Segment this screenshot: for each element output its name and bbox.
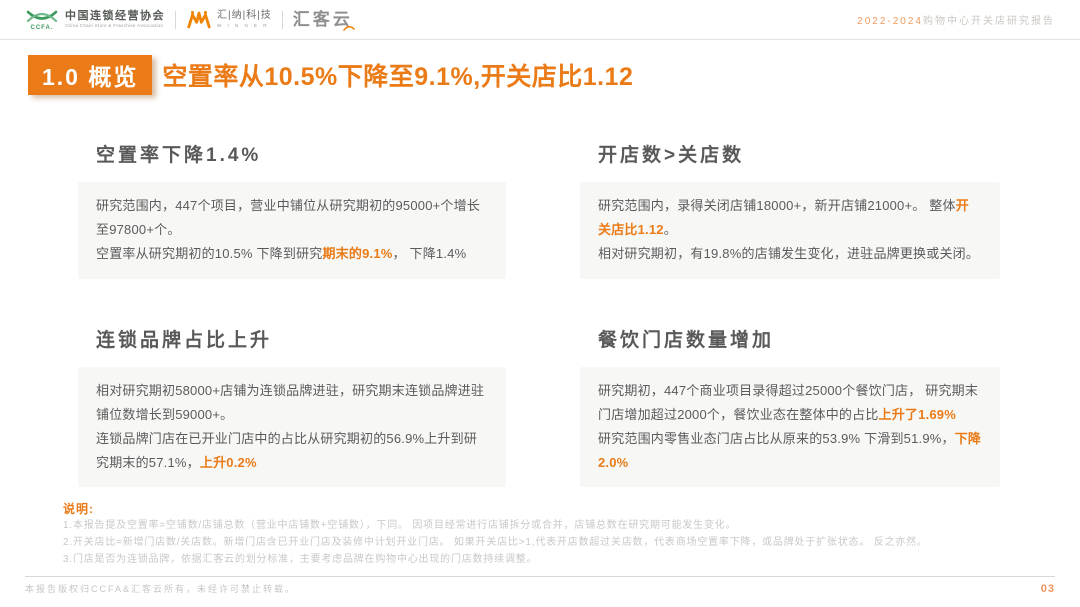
copyright-text: 本报告版权归CCFA&汇客云所有，未经许可禁止转载。 — [25, 584, 297, 594]
section-heading-food-stores: 餐饮门店数量增加 — [598, 330, 775, 351]
paragraph: 研究期初，447个商业项目录得超过25000个餐饮门店， 研究期末门店增加超过2… — [598, 383, 979, 422]
paragraph: 连锁品牌门店在已开业门店中的占比从研究期初的56.9%上升到研究期末的57.1%… — [96, 431, 478, 470]
winner-name-en: W I N N E R — [217, 22, 269, 28]
huikeyun-name: 汇客云 — [292, 10, 353, 29]
ccfa-name-en: China Chain Store & Franchise Associatio… — [65, 23, 164, 29]
page-number: 03 — [1040, 582, 1055, 595]
section-number-badge: 1.0 概览 — [28, 55, 153, 95]
notes-block: 说明: 1.本报告提及空置率=空铺数/店铺总数（营业中店铺数+空铺数），下同。 … — [63, 501, 1080, 568]
ccfa-name: 中国连锁经营协会 China Chain Store & Franchise A… — [65, 10, 165, 29]
section-vacancy-rate: 空置率下降1.4% 研究范围内，447个项目，营业中铺位从研究期初的95000+… — [78, 143, 506, 279]
section-chain-brand: 连锁品牌占比上升 相对研究期初58000+店铺为连锁品牌进驻，研究期末连锁品牌进… — [78, 328, 506, 487]
notes-label: 说明: — [63, 502, 94, 516]
note-line: 3.门店是否为连锁品牌，依据汇客云的划分标准，主要考虑品牌在购物中心出现的门店数… — [63, 554, 538, 565]
ccfa-name-cn: 中国连锁经营协会 — [65, 10, 165, 23]
section-title-row: 1.0 概览 空置率从10.5%下降至9.1%,开关店比1.12 — [28, 55, 1080, 95]
paragraph: 相对研究期初，有19.8%的店铺发生变化，进驻品牌更换或关闭。 — [598, 246, 980, 261]
content-grid: 空置率下降1.4% 研究范围内，447个项目，营业中铺位从研究期初的95000+… — [78, 143, 1000, 487]
paragraph: 研究范围内，447个项目，营业中铺位从研究期初的95000+个增长至97800+… — [96, 198, 481, 237]
section-box-open-close: 研究范围内，录得关闭店铺18000+，新开店铺21000+。 整体开关店比1.1… — [580, 182, 1000, 279]
report-title-years: 2022-2024 — [857, 16, 923, 27]
section-box-vacancy: 研究范围内，447个项目，营业中铺位从研究期初的95000+个增长至97800+… — [78, 182, 506, 279]
section-open-vs-close: 开店数>关店数 研究范围内，录得关闭店铺18000+，新开店铺21000+。 整… — [580, 143, 1000, 279]
logo-divider — [281, 10, 283, 29]
notes-list: 1.本报告提及空置率=空铺数/店铺总数（营业中店铺数+空铺数），下同。 因项目经… — [63, 517, 1080, 568]
winner-tech-logo: 汇|纳|科|技 W I N N E R — [186, 10, 272, 29]
report-title: 2022-2024购物中心开关店研究报告 — [857, 12, 1055, 27]
section-food-stores: 餐饮门店数量增加 研究期初，447个商业项目录得超过25000个餐饮门店， 研究… — [580, 328, 1000, 487]
page-header: CCFA. 中国连锁经营协会 China Chain Store & Franc… — [0, 0, 1080, 40]
page-headline: 空置率从10.5%下降至9.1%,开关店比1.12 — [162, 63, 634, 91]
section-box-food-stores: 研究期初，447个商业项目录得超过25000个餐饮门店， 研究期末门店增加超过2… — [580, 367, 1000, 487]
ccfa-ribbon-icon — [26, 10, 58, 22]
logo-group: CCFA. 中国连锁经营协会 China Chain Store & Franc… — [25, 9, 355, 31]
huikeyun-swoosh-icon — [342, 26, 355, 31]
paragraph: 相对研究期初58000+店铺为连锁品牌进驻，研究期末连锁品牌进驻铺位数增长到59… — [96, 383, 485, 422]
report-title-text: 购物中心开关店研究报告 — [923, 16, 1055, 27]
section-heading-open-close: 开店数>关店数 — [598, 145, 745, 166]
paragraph: 研究范围内零售业态门店占比从原来的53.9% 下滑到51.9%，下降2.0% — [598, 431, 982, 470]
note-line: 1.本报告提及空置率=空铺数/店铺总数（营业中店铺数+空铺数），下同。 因项目经… — [63, 520, 737, 531]
page-footer: 本报告版权归CCFA&汇客云所有，未经许可禁止转载。 03 — [25, 576, 1055, 595]
section-heading-chain-brand: 连锁品牌占比上升 — [96, 330, 273, 351]
ccfa-abbr: CCFA. — [30, 24, 54, 31]
paragraph: 研究范围内，录得关闭店铺18000+，新开店铺21000+。 整体开关店比1.1… — [598, 198, 969, 237]
logo-divider — [175, 10, 176, 29]
winner-name-cn: 汇|纳|科|技 — [217, 10, 272, 22]
paragraph: 空置率从研究期初的10.5% 下降到研究期末的9.1%， 下降1.4% — [96, 246, 467, 261]
winner-crown-icon — [187, 10, 211, 29]
section-box-chain-brand: 相对研究期初58000+店铺为连锁品牌进驻，研究期末连锁品牌进驻铺位数增长到59… — [78, 367, 506, 487]
winner-name: 汇|纳|科|技 W I N N E R — [217, 10, 272, 28]
huikeyun-logo: 汇客云 — [292, 10, 355, 31]
note-line: 2.开关店比=新增门店数/关店数。新增门店含已开业门店及装修中计划开业门店。 如… — [63, 537, 928, 548]
ccfa-logo-mark: CCFA. — [25, 9, 59, 31]
ccfa-logo: CCFA. 中国连锁经营协会 China Chain Store & Franc… — [25, 9, 165, 31]
section-heading-vacancy: 空置率下降1.4% — [96, 145, 262, 166]
